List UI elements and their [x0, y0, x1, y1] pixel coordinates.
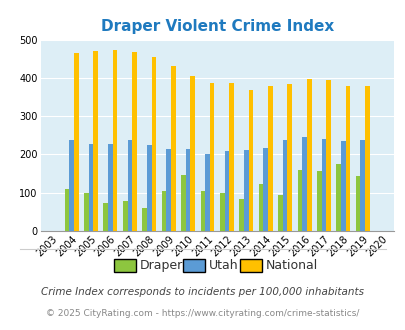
Bar [113, 50, 117, 231]
Bar [321, 139, 326, 231]
Bar [171, 66, 175, 231]
Bar [74, 53, 79, 231]
Text: Crime Index corresponds to incidents per 100,000 inhabitants: Crime Index corresponds to incidents per… [41, 287, 364, 297]
Bar [282, 140, 287, 231]
Bar [84, 193, 89, 231]
Text: © 2025 CityRating.com - https://www.cityrating.com/crime-statistics/: © 2025 CityRating.com - https://www.city… [46, 309, 359, 318]
Bar [64, 189, 69, 231]
Bar [205, 154, 209, 231]
Bar [297, 170, 301, 231]
Text: Draper: Draper [140, 259, 183, 272]
Bar [248, 90, 253, 231]
Bar [69, 140, 74, 231]
Bar [151, 57, 156, 231]
Bar [267, 86, 272, 231]
Bar [93, 51, 98, 231]
Bar [108, 144, 113, 231]
Bar [243, 150, 248, 231]
Bar [287, 84, 292, 231]
Bar [360, 140, 364, 231]
Text: Utah: Utah [209, 259, 238, 272]
Bar [190, 76, 195, 231]
Bar [224, 150, 229, 231]
Bar [185, 149, 190, 231]
Bar [200, 191, 205, 231]
Bar [263, 148, 267, 231]
Bar [229, 83, 233, 231]
Bar [161, 191, 166, 231]
Bar [301, 137, 306, 231]
Bar [277, 195, 282, 231]
Bar [220, 193, 224, 231]
Bar [345, 85, 350, 231]
Bar [258, 184, 263, 231]
Title: Draper Violent Crime Index: Draper Violent Crime Index [100, 19, 333, 34]
Bar [123, 201, 127, 231]
Bar [89, 144, 93, 231]
Text: National: National [265, 259, 318, 272]
Bar [239, 199, 243, 231]
Bar [142, 208, 147, 231]
Bar [181, 176, 185, 231]
Bar [340, 141, 345, 231]
Bar [326, 80, 330, 231]
Bar [209, 83, 214, 231]
Bar [132, 52, 136, 231]
Bar [103, 203, 108, 231]
Bar [364, 86, 369, 231]
Bar [316, 171, 321, 231]
Bar [166, 149, 171, 231]
Bar [147, 145, 151, 231]
Bar [355, 176, 360, 231]
Bar [127, 140, 132, 231]
Bar [306, 79, 311, 231]
Bar [336, 164, 340, 231]
